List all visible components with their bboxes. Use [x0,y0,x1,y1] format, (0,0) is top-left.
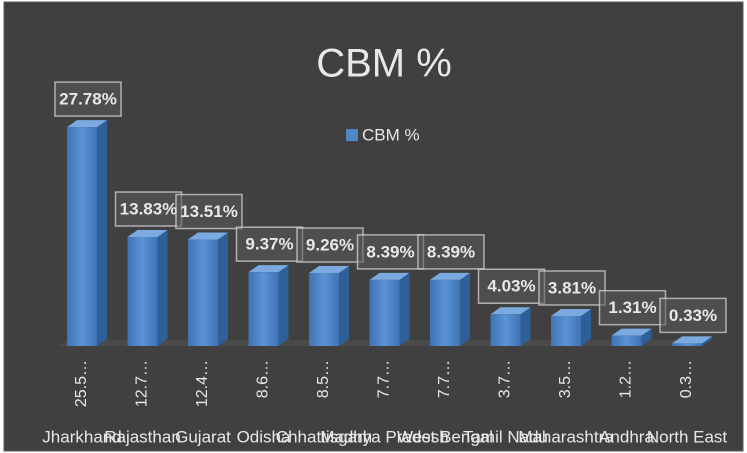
bar [188,239,218,346]
x-tick-label: Gujarat [175,427,231,446]
bar [430,279,460,346]
bar-top [248,265,289,273]
bar-side [702,336,712,346]
x-sub-label: 12.4… [194,360,211,407]
data-label: 9.26% [306,236,354,255]
data-label: 4.03% [487,277,535,296]
bar-top [188,232,228,240]
x-tick-label: Maharashtra [518,427,614,446]
bar-side [278,265,289,346]
data-label: 13.51% [180,202,238,221]
legend-label: CBM % [362,125,420,144]
x-tick-label: West Bengal [397,427,493,446]
legend-swatch [346,129,358,141]
bar-side [339,266,349,346]
data-label-box [54,81,122,117]
data-label: 8.39% [366,242,414,261]
bar-side [218,232,228,346]
bar-side [157,230,168,346]
data-label-box [114,191,183,227]
x-tick-label: Chhattisgarh [276,427,372,446]
bar-top [67,120,107,128]
x-sub-label: 12.7… [134,360,151,407]
bar-side [97,120,107,346]
bar-top [672,336,712,344]
data-label-box [296,227,364,263]
bar [127,237,158,346]
data-label-box [538,270,606,306]
x-sub-label: 7.7… [436,360,453,398]
x-sub-label: 8.5… [315,360,332,398]
bar [67,127,97,346]
bar [490,314,521,346]
bar-top [127,230,168,238]
bar [248,272,279,346]
x-sub-label: 1.2… [618,360,635,398]
bar-top [369,272,410,280]
bar [309,273,339,346]
data-label-box [659,297,727,334]
x-sub-label: 3.7… [497,360,514,398]
bar-side [399,272,410,346]
data-label: 13.83% [120,200,178,219]
x-sub-label: 7.7… [376,360,393,398]
bar-side [641,328,652,346]
bar [369,279,400,346]
bar-top [611,328,652,336]
x-sub-label: 3.5… [557,360,574,398]
x-tick-label: Jharkhand [42,427,121,446]
bar-top [490,307,531,315]
bar [551,315,581,346]
x-tick-label: Odisha [237,427,291,446]
x-tick-label: Rajasthan [104,427,181,446]
data-label: 27.78% [59,90,117,109]
data-label: 3.81% [548,278,596,297]
x-tick-label: Andhra [599,427,654,446]
x-sub-label: 25.5… [73,360,90,407]
bar-side [460,272,470,346]
x-tick-label: Madhya Pradesh [320,427,449,446]
x-sub-label: 0.3… [678,360,695,398]
bar-side [520,307,531,346]
bar-side [581,308,591,346]
data-label: 8.39% [427,242,475,261]
chart-title: CBM % [316,42,452,86]
data-label: 1.31% [608,298,656,317]
data-label-box [598,289,667,326]
bar-top [430,272,470,280]
data-label: 9.37% [245,235,293,254]
bar-top [551,308,591,316]
bar-top [309,266,349,274]
bar [672,343,702,346]
x-tick-label: North East [647,427,728,446]
x-tick-label: Tamil Nadu [463,427,548,446]
data-label-box [175,193,243,230]
data-label-box [356,234,425,270]
data-label-box [417,234,485,270]
x-sub-label: 8.6… [255,360,272,398]
data-label-box [235,226,304,262]
data-label: 0.33% [669,306,717,325]
bar [611,335,642,346]
